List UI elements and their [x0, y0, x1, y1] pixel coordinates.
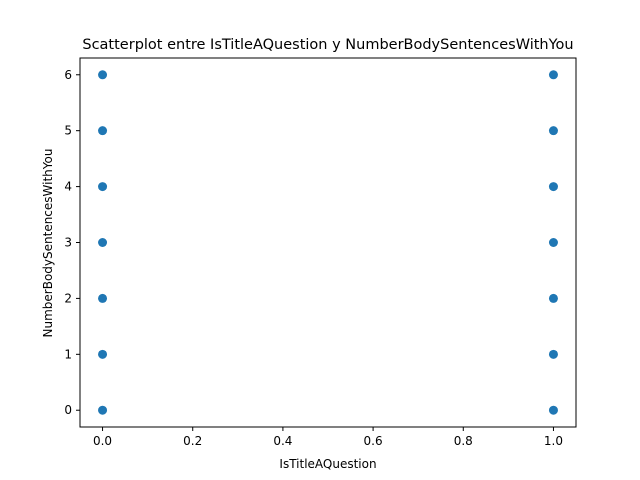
x-tick-label: 0.0: [93, 434, 112, 448]
data-point-11: [548, 182, 558, 192]
y-tick-label: 5: [64, 124, 72, 138]
data-point-4: [98, 182, 108, 192]
y-axis: 0 1 2 3 4 5 6: [64, 68, 80, 417]
y-tick-label: 6: [64, 68, 72, 82]
y-tick-label: 3: [64, 236, 72, 250]
y-tick-label: 0: [64, 403, 72, 417]
y-tick-label: 2: [64, 291, 72, 305]
y-axis-label: NumberBodySentencesWithYou: [41, 149, 55, 338]
plot-frame: [79, 57, 577, 428]
data-point-7: [548, 405, 558, 415]
x-axis-label: IsTitleAQuestion: [279, 457, 376, 471]
data-point-12: [548, 126, 558, 136]
data-point-13: [548, 70, 558, 80]
data-point-8: [548, 349, 558, 359]
x-tick-label: 0.2: [183, 434, 202, 448]
x-axis: 0.0 0.2 0.4 0.6 0.8 1.0: [93, 427, 563, 448]
y-tick-label: 1: [64, 347, 72, 361]
x-tick-label: 0.8: [454, 434, 473, 448]
data-point-5: [98, 126, 108, 136]
y-tick-label: 4: [64, 180, 72, 194]
points-layer: [98, 70, 558, 415]
chart-title: Scatterplot entre IsTitleAQuestion y Num…: [82, 37, 573, 53]
data-point-0: [98, 405, 108, 415]
data-point-9: [548, 293, 558, 303]
data-point-6: [98, 70, 108, 80]
data-point-2: [98, 293, 108, 303]
x-tick-label: 1.0: [544, 434, 563, 448]
x-tick-label: 0.4: [273, 434, 292, 448]
x-tick-label: 0.6: [364, 434, 383, 448]
data-point-1: [98, 349, 108, 359]
data-point-10: [548, 238, 558, 247]
data-point-3: [98, 238, 108, 247]
